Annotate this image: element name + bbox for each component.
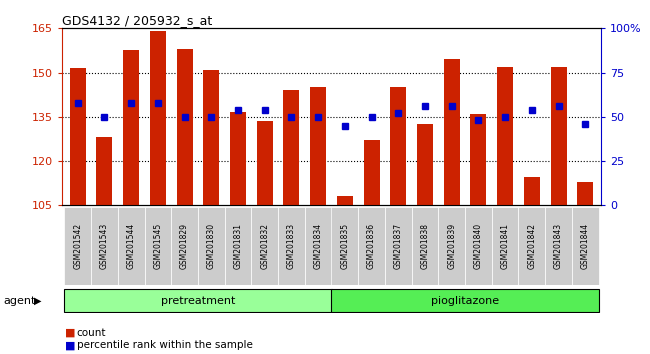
Bar: [70, 68, 86, 205]
Bar: [64, 289, 332, 312]
Bar: [283, 90, 300, 205]
Text: GSM201840: GSM201840: [474, 223, 483, 269]
Bar: [438, 207, 465, 285]
Text: GSM201836: GSM201836: [367, 223, 376, 269]
Text: GSM201829: GSM201829: [180, 223, 189, 269]
Text: GSM201833: GSM201833: [287, 223, 296, 269]
Bar: [278, 207, 305, 285]
Text: GSM201837: GSM201837: [394, 223, 403, 269]
Text: GSM201545: GSM201545: [153, 223, 162, 269]
Bar: [150, 31, 166, 205]
Bar: [91, 207, 118, 285]
Bar: [203, 70, 219, 205]
Text: GSM201843: GSM201843: [554, 223, 563, 269]
Bar: [444, 59, 460, 205]
Text: count: count: [77, 328, 106, 338]
Text: GSM201834: GSM201834: [314, 223, 322, 269]
Text: ▶: ▶: [34, 296, 42, 306]
Bar: [225, 207, 252, 285]
Bar: [572, 207, 599, 285]
Text: GSM201842: GSM201842: [527, 223, 536, 269]
Text: GSM201838: GSM201838: [421, 223, 430, 269]
Bar: [124, 51, 139, 205]
Text: GSM201831: GSM201831: [233, 223, 242, 269]
Bar: [385, 207, 411, 285]
Bar: [492, 207, 519, 285]
Bar: [257, 121, 273, 205]
Bar: [465, 207, 492, 285]
Bar: [363, 141, 380, 205]
Bar: [230, 113, 246, 205]
Text: pioglitazone: pioglitazone: [431, 296, 499, 306]
Bar: [198, 207, 225, 285]
Bar: [64, 207, 91, 285]
Bar: [310, 87, 326, 205]
Text: GSM201543: GSM201543: [100, 223, 109, 269]
Bar: [417, 124, 433, 205]
Bar: [252, 207, 278, 285]
Text: ■: ■: [65, 328, 75, 338]
Bar: [337, 196, 353, 205]
Bar: [524, 177, 539, 205]
Text: GSM201841: GSM201841: [500, 223, 510, 269]
Text: GSM201832: GSM201832: [260, 223, 269, 269]
Text: percentile rank within the sample: percentile rank within the sample: [77, 340, 253, 350]
Text: GDS4132 / 205932_s_at: GDS4132 / 205932_s_at: [62, 14, 212, 27]
Text: ■: ■: [65, 340, 75, 350]
Bar: [96, 137, 112, 205]
Bar: [305, 207, 332, 285]
Bar: [411, 207, 438, 285]
Text: agent: agent: [3, 296, 36, 306]
Bar: [358, 207, 385, 285]
Text: GSM201839: GSM201839: [447, 223, 456, 269]
Bar: [545, 207, 572, 285]
Text: GSM201844: GSM201844: [580, 223, 590, 269]
Bar: [390, 87, 406, 205]
Text: GSM201835: GSM201835: [341, 223, 349, 269]
Bar: [332, 289, 599, 312]
Bar: [551, 67, 567, 205]
Text: GSM201830: GSM201830: [207, 223, 216, 269]
Bar: [519, 207, 545, 285]
Bar: [118, 207, 144, 285]
Bar: [577, 182, 593, 205]
Bar: [171, 207, 198, 285]
Text: GSM201542: GSM201542: [73, 223, 83, 269]
Bar: [497, 67, 513, 205]
Text: pretreatment: pretreatment: [161, 296, 235, 306]
Bar: [144, 207, 171, 285]
Text: GSM201544: GSM201544: [127, 223, 136, 269]
Bar: [177, 49, 192, 205]
Bar: [471, 114, 486, 205]
Bar: [332, 207, 358, 285]
